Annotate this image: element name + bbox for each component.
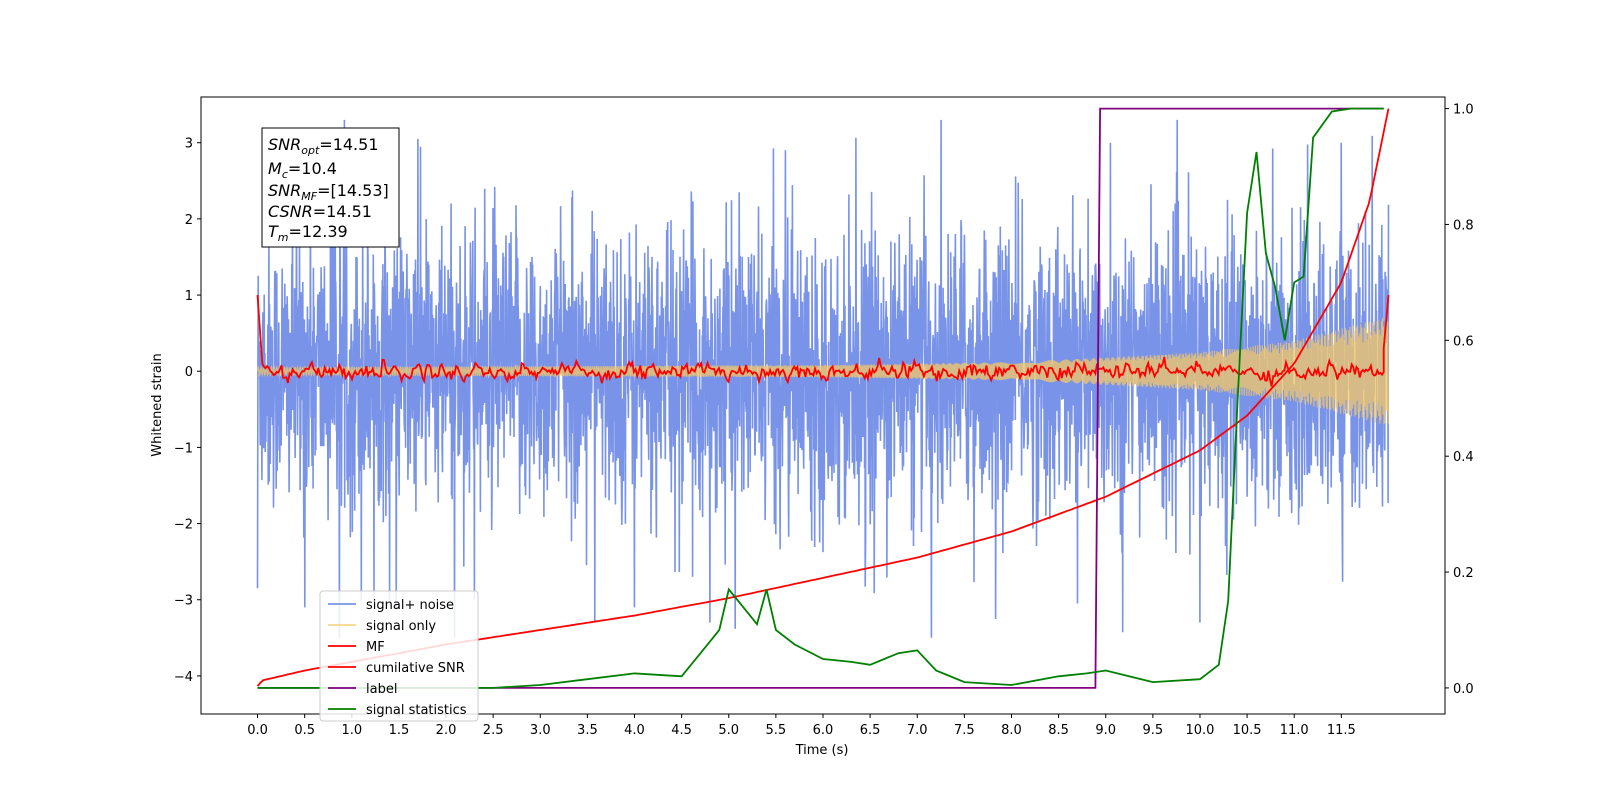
series-label (257, 107, 1384, 689)
x-tick-label: 6.0 (813, 723, 834, 738)
legend-label: cumilative SNR (366, 661, 465, 676)
series-signal-noise (256, 119, 1390, 638)
y-tick-label: −2 (174, 518, 193, 533)
x-tick-label: 2.5 (483, 723, 504, 738)
x-tick-label: 4.0 (624, 723, 645, 738)
x-tick-label: 5.5 (766, 723, 787, 738)
y-tick-label: 0 (185, 365, 193, 380)
legend-label: signal statistics (366, 703, 467, 718)
mc-label: M (268, 159, 282, 178)
svg-text:Mc=10.4: Mc=10.4 (268, 159, 337, 181)
x-tick-label: 3.5 (577, 723, 598, 738)
csnr-label: CSNR (268, 202, 313, 221)
x-tick-label: 1.0 (341, 723, 362, 738)
x-tick-label: 7.0 (907, 723, 928, 738)
svg-text:CSNR=14.51: CSNR=14.51 (268, 202, 372, 221)
snr-mf-value: =[14.53] (317, 181, 389, 200)
tm-sub: m (278, 231, 289, 244)
y-tick-label: −1 (174, 441, 193, 456)
y-tick-label: 3 (185, 137, 193, 152)
y-tick-label: −3 (174, 594, 193, 609)
x-tick-label: 3.0 (530, 723, 551, 738)
x-tick-label: 8.5 (1048, 723, 1069, 738)
y2-tick-label: 1.0 (1453, 103, 1474, 118)
x-tick-label: 5.0 (718, 723, 739, 738)
y2-tick-label: 0.2 (1453, 566, 1474, 581)
y2-tick-label: 0.0 (1453, 682, 1474, 697)
series-mf (256, 294, 1390, 387)
x-tick-label: 2.0 (436, 723, 457, 738)
y-tick-label: 2 (185, 213, 193, 228)
y-tick-label: −4 (174, 670, 193, 685)
legend-frame (319, 590, 479, 722)
x-tick-label: 1.5 (389, 723, 410, 738)
x-tick-label: 0.0 (247, 723, 268, 738)
snr-opt-value: =14.51 (319, 135, 378, 154)
x-tick-label: 8.0 (1001, 723, 1022, 738)
x-tick-label: 11.5 (1327, 723, 1356, 738)
snr-opt-label: SNR (268, 135, 301, 154)
x-tick-label: 10.5 (1233, 723, 1262, 738)
svg-text:Tm=12.39: Tm=12.39 (268, 222, 348, 244)
y2-tick-label: 0.6 (1453, 334, 1474, 349)
x-tick-label: 6.5 (860, 723, 881, 738)
svg-text:SNRopt=14.51: SNRopt=14.51 (268, 135, 379, 157)
csnr-value: =14.51 (313, 202, 372, 221)
y-axis-title: Whitened strain (150, 353, 165, 456)
x-tick-label: 11.0 (1280, 723, 1309, 738)
y2-tick-label: 0.8 (1453, 218, 1474, 233)
x-axis-title: Time (s) (795, 743, 849, 758)
legend-label: signal only (366, 619, 436, 634)
x-tick-label: 4.5 (671, 723, 692, 738)
snr-mf-sub: MF (301, 190, 317, 203)
legend-label: label (366, 682, 397, 697)
x-tick-label: 7.5 (954, 723, 975, 738)
y2-tick-label: 0.4 (1453, 450, 1474, 465)
x-tick-label: 9.5 (1143, 723, 1164, 738)
y-axis-right: 1.0 0.8 0.6 0.4 0.2 0.0 (1445, 103, 1474, 697)
legend-label: MF (366, 640, 385, 655)
svg-text:SNRMF=[14.53]: SNRMF=[14.53] (268, 181, 389, 203)
y-tick-label: 1 (185, 289, 193, 304)
x-axis: 0.0 0.5 1.0 1.5 2.0 2.5 3.0 3.5 4.0 4.5 5.0 5.5 6.0 6… (247, 714, 1356, 738)
legend-label: signal+ noise (366, 598, 454, 613)
mc-sub: c (282, 168, 288, 181)
snr-mf-label: SNR (268, 181, 301, 200)
snr-opt-sub: opt (301, 144, 320, 157)
tm-label: T (268, 222, 279, 241)
legend: signal+ noise signal only MF cumilative SNR… (319, 590, 479, 722)
series-signal-statistics (257, 107, 1384, 689)
tm-value: =12.39 (289, 222, 348, 241)
y-axis-left: 3 2 1 0 −1 −2 −3 −4 (174, 137, 201, 685)
x-tick-label: 9.0 (1095, 723, 1116, 738)
annotation-box: SNRopt=14.51 Mc=10.4 SNRMF=[14.53] CSNR=… (261, 127, 400, 248)
mc-value: =10.4 (288, 159, 337, 178)
x-tick-label: 10.0 (1185, 723, 1214, 738)
x-tick-label: 0.5 (294, 723, 315, 738)
